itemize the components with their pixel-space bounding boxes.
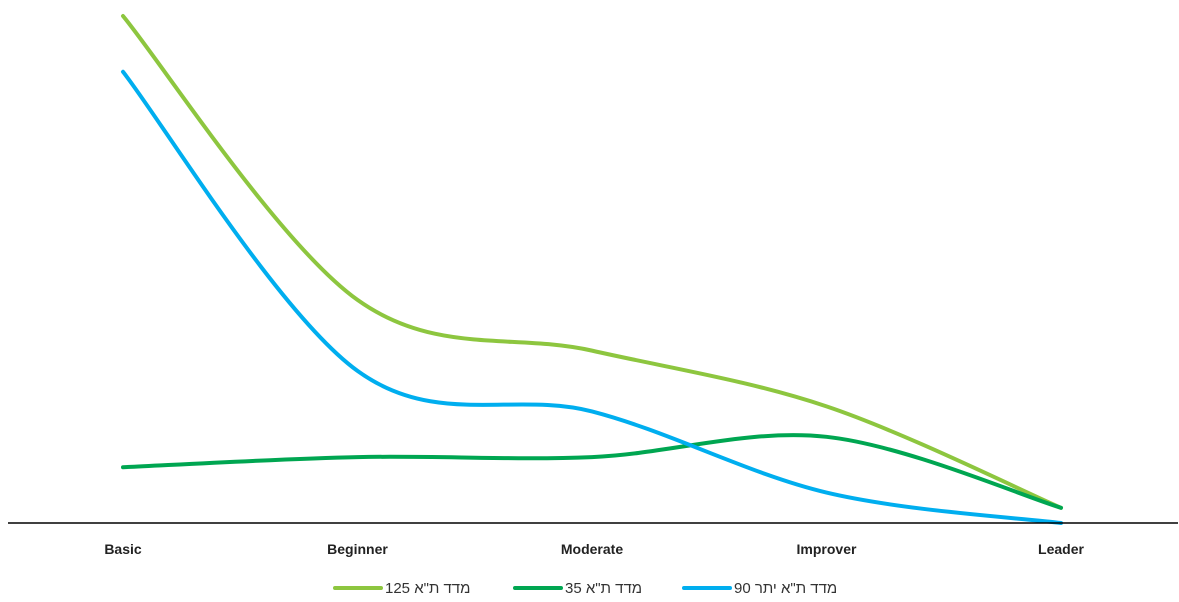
x-tick-label: Beginner [327, 541, 388, 557]
x-tick-label: Leader [1038, 541, 1084, 557]
legend: מדד ת"א 125 מדד ת"א 35 מדד ת"א יתר 90 [333, 580, 837, 597]
legend-label-1: מדד ת"א 125 [385, 580, 470, 597]
x-tick-label: Improver [797, 541, 857, 557]
x-tick-labels: Basic Beginner Moderate Improver Leader [104, 541, 1084, 557]
series-line-3 [121, 69, 1063, 525]
x-tick-label: Basic [104, 541, 142, 557]
series-line-2 [121, 433, 1063, 510]
legend-label-2: מדד ת"א 35 [565, 580, 642, 597]
series-line-1 [121, 14, 1063, 510]
x-tick-label: Moderate [561, 541, 623, 557]
legend-label-3: מדד ת"א יתר 90 [734, 580, 837, 597]
series-layer [121, 14, 1063, 525]
